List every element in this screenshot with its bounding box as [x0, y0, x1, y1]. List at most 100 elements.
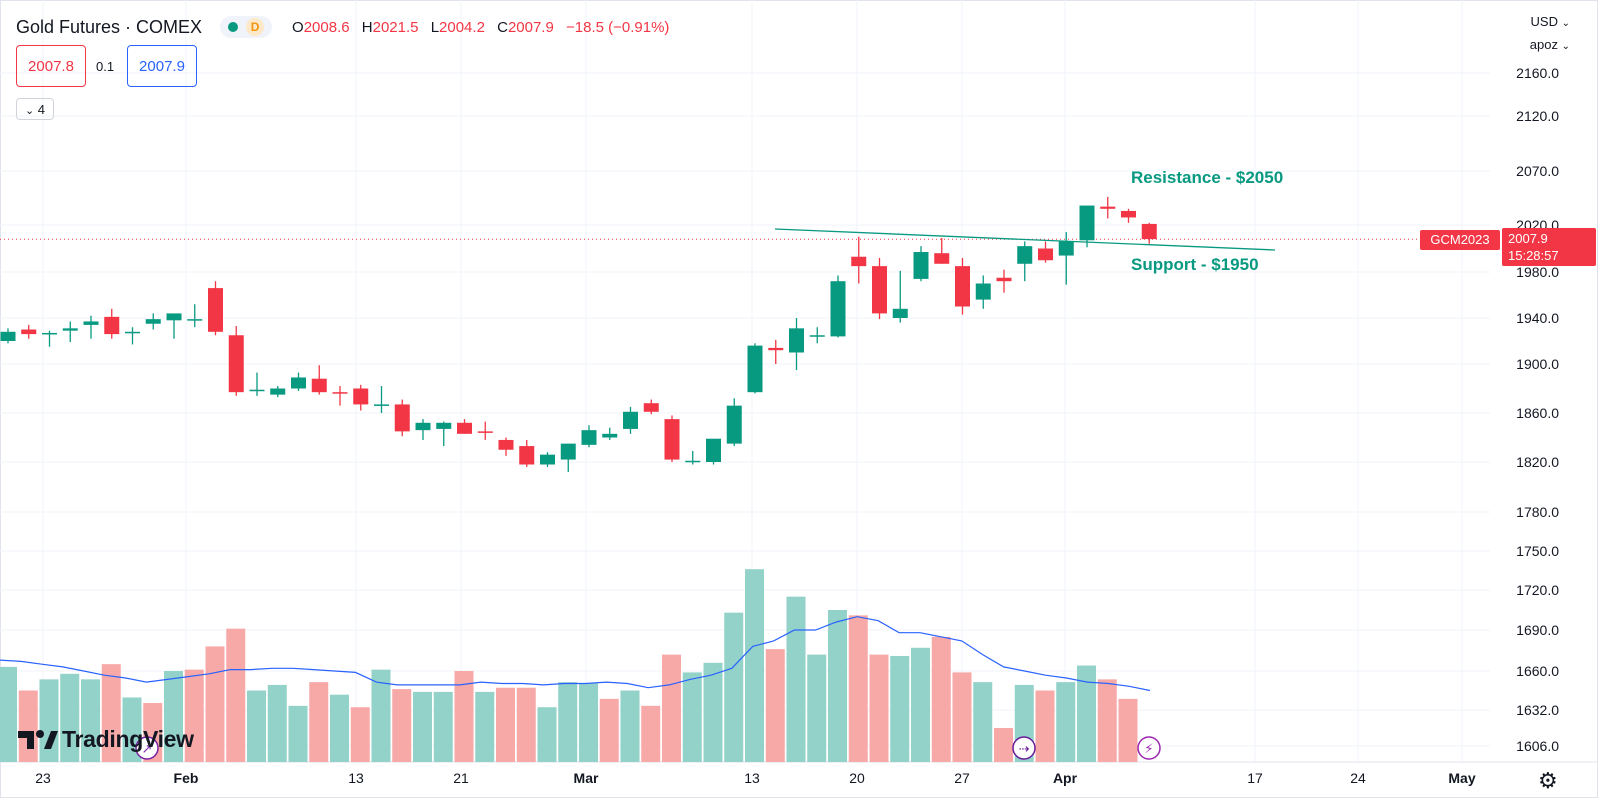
currency-selector[interactable]: USD ⌄	[1531, 14, 1570, 29]
candle-body	[62, 328, 78, 331]
candle-body	[581, 430, 597, 445]
time-tick-label: Apr	[1053, 770, 1078, 786]
candle-body	[726, 405, 742, 444]
price-tick-label: 1690.0	[1516, 622, 1559, 638]
volume-bar	[911, 647, 930, 762]
event-marker-icon	[135, 736, 159, 760]
time-tick-label: 21	[453, 770, 469, 786]
time-tick-label: 23	[35, 770, 51, 786]
candle-body	[1079, 205, 1095, 241]
buy-button[interactable]: 2007.9	[127, 45, 197, 87]
volume-bar	[931, 636, 951, 762]
candle-body	[415, 422, 431, 431]
volume-bar	[350, 707, 370, 762]
candle-body	[851, 256, 867, 267]
candle-body	[1141, 223, 1157, 240]
event-marker-icon	[1012, 736, 1036, 760]
time-tick-label: 13	[744, 770, 760, 786]
time-tick-label: 13	[348, 770, 364, 786]
candle-body	[768, 347, 784, 351]
volume-bar	[537, 707, 557, 762]
candle-body	[789, 328, 804, 353]
user-selector[interactable]: apoz ⌄	[1530, 37, 1570, 52]
resistance-annotation: Resistance - $2050	[1131, 168, 1283, 187]
price-tick-label: 1632.0	[1516, 702, 1559, 718]
volume-bar	[558, 682, 578, 762]
settings-gear-icon[interactable]: ⚙	[1538, 768, 1558, 793]
candle-body	[643, 403, 659, 412]
candle-body	[42, 332, 57, 335]
sell-button[interactable]: 2007.8	[16, 45, 86, 87]
candle-body	[353, 388, 369, 405]
time-tick-label: 27	[954, 770, 970, 786]
tradingview-logo[interactable]: TradingView	[18, 726, 194, 753]
change-value: −18.5 (−0.91%)	[566, 18, 670, 36]
candle-body	[394, 404, 410, 432]
candle-body	[0, 331, 16, 341]
candle-body	[166, 313, 182, 321]
price-tick-label: 1860.0	[1516, 405, 1559, 421]
volume-bar	[309, 682, 329, 762]
candle-body	[913, 252, 929, 279]
ohlc-values: O2008.6 H2021.5 L2004.2 C2007.9 −18.5 (−…	[292, 19, 677, 36]
volume-bar	[371, 669, 391, 762]
candle-body	[830, 281, 846, 337]
candle-body	[664, 419, 680, 460]
volume-bar	[724, 612, 744, 762]
candle-body	[228, 335, 244, 393]
bar-countdown: 15:28:57	[1508, 248, 1559, 263]
candle-body	[477, 431, 493, 433]
price-tick-label: 2160.0	[1516, 65, 1559, 81]
price-tick-label: 1940.0	[1516, 310, 1559, 326]
high-label: H	[361, 18, 373, 36]
volume-bar	[0, 666, 17, 762]
price-tick-label: 2070.0	[1516, 163, 1559, 179]
candle-body	[187, 319, 203, 321]
event-marker-icon-glyph: ↗	[142, 742, 153, 757]
indicators-toggle-button[interactable]: ⌄ 4	[16, 98, 54, 120]
candle-body	[332, 392, 348, 394]
close-label: C	[497, 18, 508, 36]
volume-bar	[807, 654, 827, 762]
volume-bar	[1035, 690, 1055, 762]
volume-bar	[848, 615, 868, 762]
status-indicators[interactable]: D	[220, 16, 273, 38]
volume-bar	[1056, 682, 1076, 762]
candle-body	[83, 321, 99, 325]
candle-body	[809, 335, 825, 337]
symbol-title[interactable]: Gold Futures · COMEX	[16, 16, 203, 37]
volume-bar	[1077, 665, 1096, 762]
price-tick-label: 1606.0	[1516, 738, 1559, 754]
price-tick-label: 1820.0	[1516, 454, 1559, 470]
price-tick-label: 1660.0	[1516, 663, 1559, 679]
volume-bar	[496, 687, 515, 762]
tradingview-logo-text: TradingView	[62, 726, 194, 752]
candle-body	[125, 331, 140, 334]
volume-bar	[890, 655, 910, 762]
last-price-value: 2007.9	[1508, 231, 1548, 246]
volume-bar	[973, 682, 993, 762]
volume-bar	[994, 728, 1013, 762]
candle-body	[706, 438, 721, 462]
event-marker-icon-glyph: ⚡	[1144, 742, 1153, 757]
candle-body	[498, 439, 514, 450]
candle-body	[623, 411, 638, 429]
volume-bar	[205, 646, 225, 762]
volume-bar	[184, 669, 204, 762]
price-tick-label: 2120.0	[1516, 108, 1559, 124]
chevron-down-icon: ⌄	[24, 105, 35, 117]
interval-badge: D	[246, 18, 265, 36]
candle-body	[249, 389, 265, 392]
volume-ma-line	[0, 616, 1151, 692]
volume-bar	[599, 698, 619, 762]
volume-bar	[682, 672, 702, 762]
volume-bar	[164, 671, 183, 762]
candle-body	[975, 283, 991, 300]
spread-value: 0.1	[96, 59, 115, 74]
chart-header: Gold Futures · COMEX D O2008.6 H2021.5 L…	[16, 16, 677, 38]
volume-bar	[433, 691, 453, 762]
volume-bar	[475, 691, 495, 762]
candle-body	[457, 422, 472, 434]
